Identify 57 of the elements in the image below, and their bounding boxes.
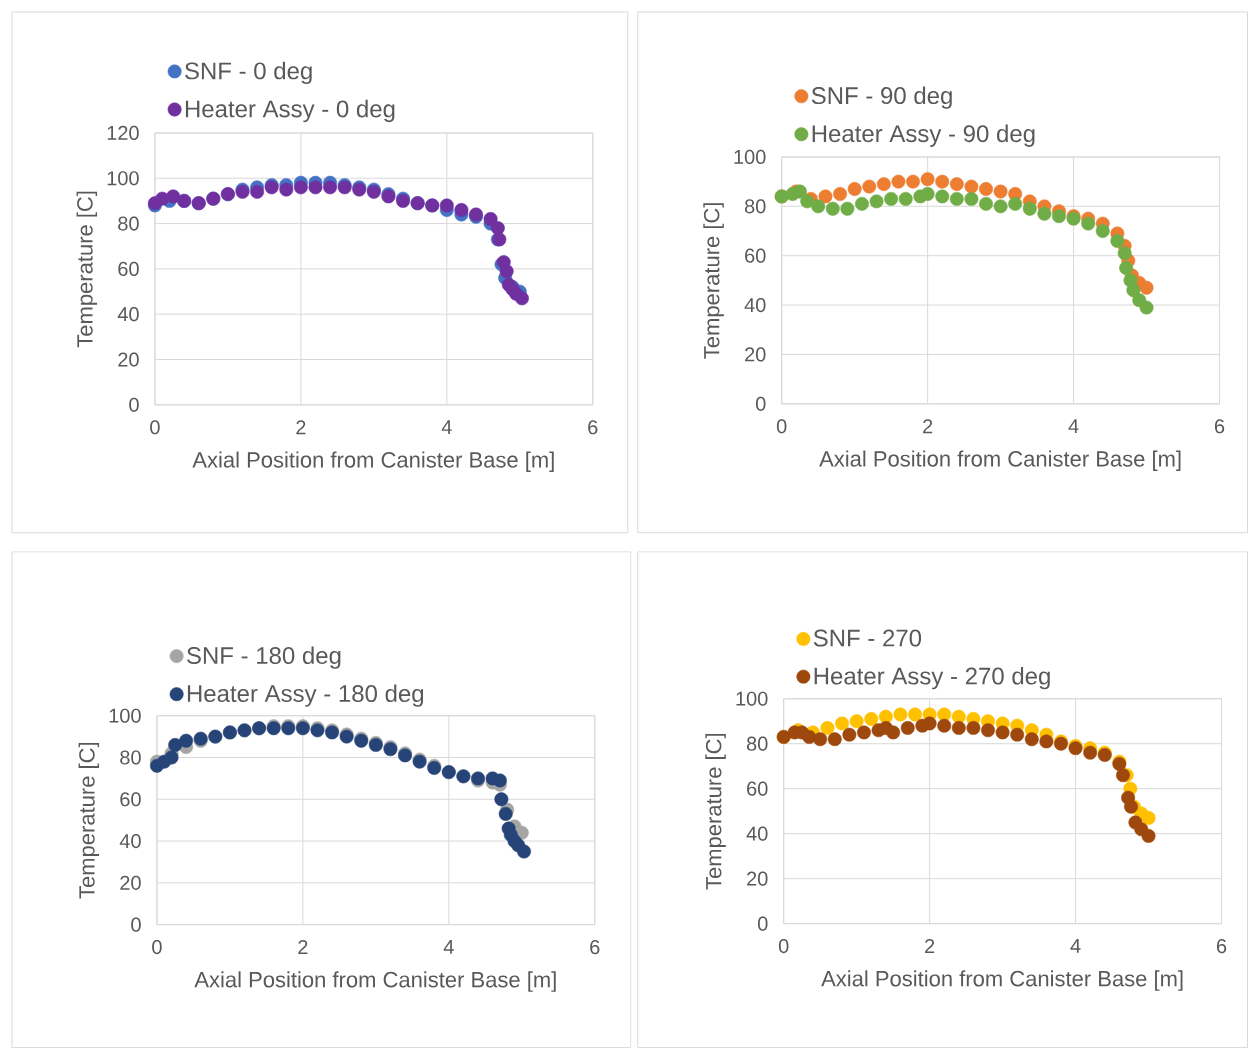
legend-label: Heater Assy - 90 deg (812, 124, 1035, 147)
y-tick-label: 100 (109, 708, 141, 723)
y-tick-label: 100 (734, 149, 766, 164)
x-axis-title: Axial Position from Canister Base [m] (194, 971, 556, 992)
y-tick-label: 100 (107, 171, 139, 186)
x-tick-label: 0 (778, 938, 789, 954)
x-tick-label: 6 (1216, 938, 1227, 954)
y-tick-label: 40 (746, 826, 768, 841)
y-axis-title: Temperature [C] (76, 191, 98, 348)
y-axis-title: Temperature [C] (78, 742, 100, 899)
x-tick-label: 2 (298, 939, 308, 954)
y-tick-label: 80 (746, 736, 768, 751)
y-tick-label: 20 (118, 352, 139, 367)
legend-label: SNF - 180 deg (187, 646, 341, 669)
x-tick-label: 6 (590, 939, 600, 955)
x-axis-title: Axial Position from Canister Base [m] (192, 451, 554, 472)
legend-label: Heater Assy - 270 deg (814, 666, 1050, 690)
x-tick-label: 6 (588, 420, 598, 435)
x-tick-label: 0 (152, 939, 162, 955)
x-tick-label: 2 (296, 420, 306, 435)
y-tick-label: 20 (745, 347, 766, 362)
x-tick-label: 0 (150, 420, 160, 435)
y-axis-title: Temperature [C] (703, 203, 724, 359)
legend-label: SNF - 0 deg (185, 61, 312, 85)
y-tick-label: 40 (117, 307, 139, 322)
y-tick-label: 20 (120, 875, 141, 890)
y-tick-label: 20 (747, 871, 768, 886)
legend-label: SNF - 90 deg (811, 86, 952, 109)
y-tick-label: 80 (120, 750, 141, 765)
x-axis-title: Axial Position from Canister Base [m] (821, 970, 1183, 991)
x-tick-label: 2 (925, 938, 935, 953)
y-tick-label: 0 (131, 917, 141, 932)
y-tick-label: 0 (129, 397, 139, 412)
y-axis-title: Temperature [C] (705, 733, 726, 890)
x-tick-label: 6 (1214, 419, 1225, 434)
y-tick-label: 80 (744, 199, 766, 214)
y-tick-label: 100 (736, 691, 768, 706)
legend-label: Heater Assy - 0 deg (185, 99, 395, 123)
y-tick-label: 60 (120, 792, 141, 807)
y-tick-label: 40 (744, 297, 766, 313)
legend-label: Heater Assy - 180 deg (187, 684, 424, 707)
x-tick-label: 4 (1070, 938, 1081, 953)
y-tick-label: 120 (107, 125, 139, 140)
legend-label: SNF - 270 (813, 629, 922, 647)
y-tick-label: 80 (118, 216, 139, 231)
y-tick-label: 0 (757, 916, 768, 931)
y-tick-label: 60 (747, 781, 768, 796)
y-tick-label: 60 (118, 261, 139, 276)
x-tick-label: 0 (776, 419, 787, 434)
x-tick-label: 4 (443, 939, 454, 954)
x-tick-label: 4 (1068, 419, 1079, 433)
y-tick-label: 60 (745, 248, 766, 263)
y-tick-label: 40 (119, 833, 141, 849)
x-axis-title: Axial Position from Canister Base [m] (819, 450, 1181, 471)
x-tick-label: 2 (923, 419, 933, 434)
x-tick-label: 4 (441, 420, 452, 434)
y-tick-label: 0 (755, 396, 766, 411)
